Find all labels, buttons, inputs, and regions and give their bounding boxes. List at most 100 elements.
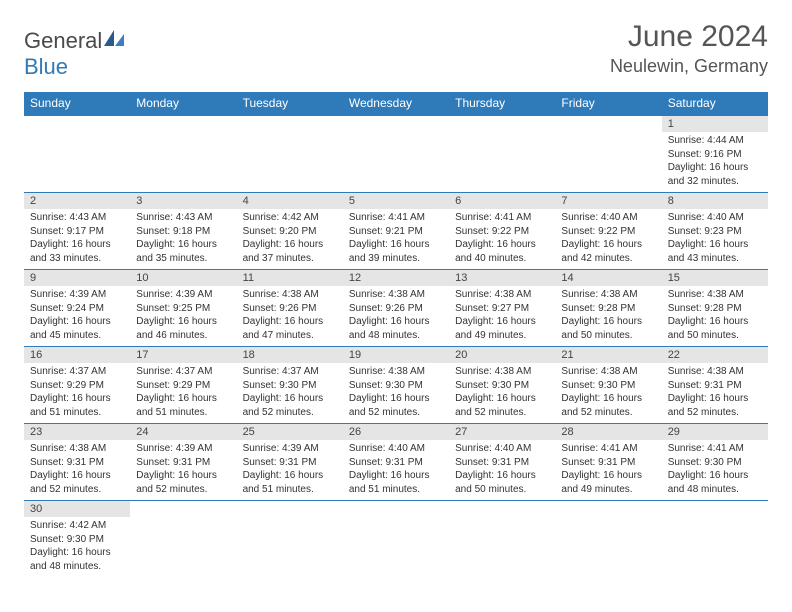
day-number: 16	[24, 347, 130, 363]
day-number: 18	[237, 347, 343, 363]
daylight-line: Daylight: 16 hours and 45 minutes.	[30, 315, 124, 342]
day-content: Sunrise: 4:43 AMSunset: 9:18 PMDaylight:…	[130, 209, 236, 269]
sunset-line: Sunset: 9:24 PM	[30, 302, 124, 316]
daylight-line: Daylight: 16 hours and 49 minutes.	[455, 315, 549, 342]
daylight-line: Daylight: 16 hours and 43 minutes.	[668, 238, 762, 265]
day-content: Sunrise: 4:38 AMSunset: 9:28 PMDaylight:…	[662, 286, 768, 346]
day-content: Sunrise: 4:41 AMSunset: 9:30 PMDaylight:…	[662, 440, 768, 500]
daylight-line: Daylight: 16 hours and 37 minutes.	[243, 238, 337, 265]
calendar-cell: 30Sunrise: 4:42 AMSunset: 9:30 PMDayligh…	[24, 501, 130, 578]
weekday-header: Saturday	[662, 92, 768, 115]
calendar-cell: 24Sunrise: 4:39 AMSunset: 9:31 PMDayligh…	[130, 424, 236, 501]
day-content: Sunrise: 4:38 AMSunset: 9:27 PMDaylight:…	[449, 286, 555, 346]
day-number: 8	[662, 193, 768, 209]
daylight-line: Daylight: 16 hours and 48 minutes.	[30, 546, 124, 573]
daylight-line: Daylight: 16 hours and 39 minutes.	[349, 238, 443, 265]
day-number: 19	[343, 347, 449, 363]
weekday-header: Wednesday	[343, 92, 449, 115]
sunset-line: Sunset: 9:30 PM	[668, 456, 762, 470]
sunset-line: Sunset: 9:27 PM	[455, 302, 549, 316]
day-content: Sunrise: 4:43 AMSunset: 9:17 PMDaylight:…	[24, 209, 130, 269]
month-title: June 2024	[610, 20, 768, 54]
calendar-cell	[130, 501, 236, 578]
daylight-line: Daylight: 16 hours and 32 minutes.	[668, 161, 762, 188]
daylight-line: Daylight: 16 hours and 51 minutes.	[349, 469, 443, 496]
day-number: 7	[555, 193, 661, 209]
day-number: 23	[24, 424, 130, 440]
title-block: June 2024 Neulewin, Germany	[610, 20, 768, 77]
daylight-line: Daylight: 16 hours and 52 minutes.	[349, 392, 443, 419]
sunrise-line: Sunrise: 4:43 AM	[30, 211, 124, 225]
calendar-cell: 29Sunrise: 4:41 AMSunset: 9:30 PMDayligh…	[662, 424, 768, 501]
sunset-line: Sunset: 9:22 PM	[455, 225, 549, 239]
location: Neulewin, Germany	[610, 56, 768, 77]
logo: GeneralBlue	[24, 28, 126, 80]
day-content: Sunrise: 4:40 AMSunset: 9:31 PMDaylight:…	[449, 440, 555, 500]
sunrise-line: Sunrise: 4:43 AM	[136, 211, 230, 225]
daylight-line: Daylight: 16 hours and 50 minutes.	[668, 315, 762, 342]
day-number: 27	[449, 424, 555, 440]
sunrise-line: Sunrise: 4:40 AM	[668, 211, 762, 225]
calendar-cell: 25Sunrise: 4:39 AMSunset: 9:31 PMDayligh…	[237, 424, 343, 501]
calendar-cell: 12Sunrise: 4:38 AMSunset: 9:26 PMDayligh…	[343, 270, 449, 347]
calendar-cell: 14Sunrise: 4:38 AMSunset: 9:28 PMDayligh…	[555, 270, 661, 347]
day-content: Sunrise: 4:37 AMSunset: 9:30 PMDaylight:…	[237, 363, 343, 423]
sunrise-line: Sunrise: 4:38 AM	[243, 288, 337, 302]
calendar-cell: 3Sunrise: 4:43 AMSunset: 9:18 PMDaylight…	[130, 193, 236, 270]
sunrise-line: Sunrise: 4:37 AM	[136, 365, 230, 379]
daylight-line: Daylight: 16 hours and 42 minutes.	[561, 238, 655, 265]
sunrise-line: Sunrise: 4:42 AM	[30, 519, 124, 533]
daylight-line: Daylight: 16 hours and 46 minutes.	[136, 315, 230, 342]
day-number: 26	[343, 424, 449, 440]
sunrise-line: Sunrise: 4:40 AM	[349, 442, 443, 456]
day-number: 5	[343, 193, 449, 209]
day-content: Sunrise: 4:38 AMSunset: 9:26 PMDaylight:…	[343, 286, 449, 346]
sunrise-line: Sunrise: 4:39 AM	[243, 442, 337, 456]
logo-blue: Blue	[24, 54, 68, 79]
daylight-line: Daylight: 16 hours and 47 minutes.	[243, 315, 337, 342]
sunset-line: Sunset: 9:30 PM	[455, 379, 549, 393]
sunset-line: Sunset: 9:21 PM	[349, 225, 443, 239]
sunset-line: Sunset: 9:29 PM	[136, 379, 230, 393]
sunset-line: Sunset: 9:18 PM	[136, 225, 230, 239]
day-content: Sunrise: 4:37 AMSunset: 9:29 PMDaylight:…	[24, 363, 130, 423]
sunset-line: Sunset: 9:31 PM	[668, 379, 762, 393]
sunset-line: Sunset: 9:28 PM	[561, 302, 655, 316]
day-content: Sunrise: 4:38 AMSunset: 9:30 PMDaylight:…	[449, 363, 555, 423]
sunset-line: Sunset: 9:23 PM	[668, 225, 762, 239]
daylight-line: Daylight: 16 hours and 52 minutes.	[668, 392, 762, 419]
sunset-line: Sunset: 9:26 PM	[349, 302, 443, 316]
logo-general: General	[24, 28, 102, 53]
day-content: Sunrise: 4:40 AMSunset: 9:31 PMDaylight:…	[343, 440, 449, 500]
calendar-cell: 23Sunrise: 4:38 AMSunset: 9:31 PMDayligh…	[24, 424, 130, 501]
sunset-line: Sunset: 9:31 PM	[561, 456, 655, 470]
calendar-cell	[555, 115, 661, 193]
calendar-week-row: 16Sunrise: 4:37 AMSunset: 9:29 PMDayligh…	[24, 347, 768, 424]
day-content: Sunrise: 4:39 AMSunset: 9:25 PMDaylight:…	[130, 286, 236, 346]
day-number: 28	[555, 424, 661, 440]
sunset-line: Sunset: 9:17 PM	[30, 225, 124, 239]
calendar-cell: 27Sunrise: 4:40 AMSunset: 9:31 PMDayligh…	[449, 424, 555, 501]
day-content: Sunrise: 4:38 AMSunset: 9:30 PMDaylight:…	[555, 363, 661, 423]
sunrise-line: Sunrise: 4:38 AM	[349, 365, 443, 379]
weekday-header-row: Sunday Monday Tuesday Wednesday Thursday…	[24, 92, 768, 115]
sunrise-line: Sunrise: 4:40 AM	[455, 442, 549, 456]
calendar-cell: 1Sunrise: 4:44 AMSunset: 9:16 PMDaylight…	[662, 115, 768, 193]
calendar-cell: 11Sunrise: 4:38 AMSunset: 9:26 PMDayligh…	[237, 270, 343, 347]
day-content: Sunrise: 4:41 AMSunset: 9:22 PMDaylight:…	[449, 209, 555, 269]
calendar-week-row: 1Sunrise: 4:44 AMSunset: 9:16 PMDaylight…	[24, 115, 768, 193]
calendar-cell: 9Sunrise: 4:39 AMSunset: 9:24 PMDaylight…	[24, 270, 130, 347]
daylight-line: Daylight: 16 hours and 40 minutes.	[455, 238, 549, 265]
sunset-line: Sunset: 9:26 PM	[243, 302, 337, 316]
calendar-cell: 16Sunrise: 4:37 AMSunset: 9:29 PMDayligh…	[24, 347, 130, 424]
calendar-cell	[449, 115, 555, 193]
sunrise-line: Sunrise: 4:38 AM	[668, 288, 762, 302]
sunrise-line: Sunrise: 4:38 AM	[561, 365, 655, 379]
daylight-line: Daylight: 16 hours and 52 minutes.	[455, 392, 549, 419]
day-content: Sunrise: 4:37 AMSunset: 9:29 PMDaylight:…	[130, 363, 236, 423]
day-number: 14	[555, 270, 661, 286]
calendar-week-row: 9Sunrise: 4:39 AMSunset: 9:24 PMDaylight…	[24, 270, 768, 347]
calendar-cell: 19Sunrise: 4:38 AMSunset: 9:30 PMDayligh…	[343, 347, 449, 424]
day-content: Sunrise: 4:38 AMSunset: 9:28 PMDaylight:…	[555, 286, 661, 346]
sunrise-line: Sunrise: 4:42 AM	[243, 211, 337, 225]
